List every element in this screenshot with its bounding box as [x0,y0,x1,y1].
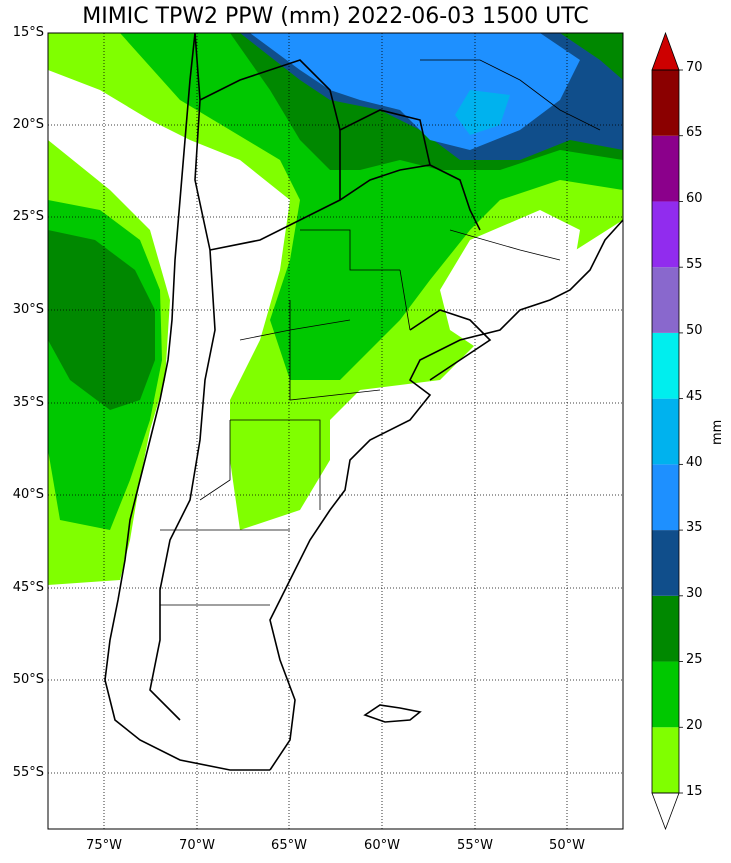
colorbar-frame [651,69,680,794]
pw-dry-patch-3 [170,170,270,300]
lat-label-15: 15°S [12,25,44,40]
colorbar-segment-40 [652,398,679,465]
colorbar-tick-65: 65 [686,125,703,140]
lat-label-55: 55°S [12,765,44,780]
colorbar-segment-30 [652,530,679,596]
colorbar-segment-20 [652,661,679,728]
colorbar-tick-70: 70 [686,60,703,75]
province-line-5 [289,300,381,401]
colorbar-segment-25 [652,595,679,662]
lat-label-25: 25°S [12,209,44,224]
colorbar-unit-label: mm [710,419,725,445]
colorbar-tick-50: 50 [686,323,703,338]
pw-region-north-cyan [455,90,510,135]
lon-label-70: 70°W [179,838,215,853]
colorbar-segment-15 [652,727,679,793]
colorbar-tick-15: 15 [686,784,703,799]
province-line-10 [420,59,601,131]
coastline-west [104,32,270,771]
colorbar-segment-55 [652,201,679,268]
borders [104,32,624,771]
colorbar-over-arrow [651,31,680,71]
colorbar-tick-60: 60 [686,191,703,206]
province-line-8 [399,269,411,331]
lon-label-50: 50°W [549,838,585,853]
lat-label-20: 20°S [12,117,44,132]
border-paraguay [339,109,431,200]
colorbar-segment-50 [652,267,679,333]
colorbar-tick-30: 30 [686,586,703,601]
falklands [363,704,422,723]
pw-field [48,33,623,585]
province-lines [160,59,601,606]
coastline-east [269,219,624,771]
lon-label-55: 55°W [457,838,493,853]
lon-label-65: 65°W [271,838,307,853]
province-line-6 [239,319,351,341]
colorbar-tick-25: 25 [686,652,703,667]
colorbar-tick-45: 45 [686,389,703,404]
lat-label-45: 45°S [12,580,44,595]
colorbar-segment-35 [652,464,679,531]
lat-label-40: 40°S [12,487,44,502]
border-argentina-north [209,164,481,251]
colorbar-tick-35: 35 [686,520,703,535]
map-frame [47,32,624,830]
colorbar-segment-45 [652,332,679,399]
colorbar-segment-65 [652,70,679,136]
map-title: MIMIC TPW2 PPW (mm) 2022-06-03 1500 UTC [82,4,589,29]
border-chile-argentina [149,32,216,721]
province-line-2 [199,420,231,501]
lon-label-75: 75°W [86,838,122,853]
colorbar-tick-20: 20 [686,718,703,733]
colorbar-tick-40: 40 [686,455,703,470]
lat-label-30: 30°S [12,302,44,317]
colorbar-segment-60 [652,135,679,202]
lon-label-60: 60°W [364,838,400,853]
border-uruguay [409,309,492,381]
colorbar [651,31,683,831]
colorbar-tick-55: 55 [686,257,703,272]
colorbar-under-arrow [651,792,680,831]
province-line-7 [300,229,400,271]
province-line-9 [449,229,561,261]
gridlines [48,33,623,829]
province-line-1 [230,419,321,510]
lat-label-35: 35°S [12,395,44,410]
pw-region-pacific-dark [48,230,155,410]
pw-dry-patch-1 [330,380,450,470]
border-bolivia [199,59,341,131]
lat-label-50: 50°S [12,672,44,687]
